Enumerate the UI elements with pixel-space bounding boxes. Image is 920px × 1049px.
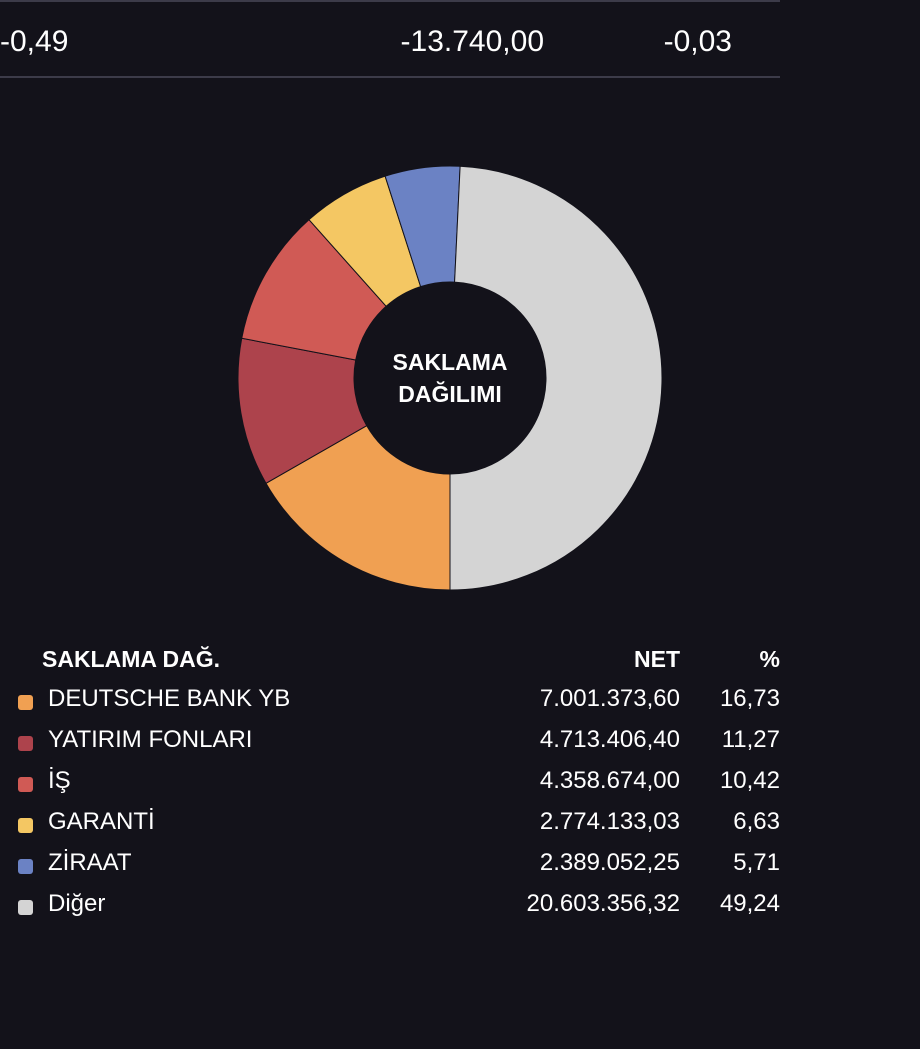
summary-value-2: -13.740,00 [400,25,544,58]
legend-row: İŞ 4.358.674,00 10,42 [0,763,780,804]
donut-hole [354,282,546,474]
legend-color-swatch [18,818,33,833]
legend-color-swatch [18,900,33,915]
legend-row-net: 2.389.052,25 [539,849,680,876]
legend-header: SAKLAMA DAĞ. NET % [0,640,780,681]
donut-center-label-line1: SAKLAMA [392,349,508,375]
legend-row-pct: 10,42 [719,767,780,794]
donut-chart: SAKLAMA DAĞILIMI [230,160,670,600]
legend-row-net: 4.358.674,00 [539,767,680,794]
legend-row-net: 4.713.406,40 [539,726,680,753]
legend-row-name: GARANTİ [48,808,155,835]
legend-row-pct: 6,63 [733,808,780,835]
legend-header-net: NET [634,646,680,672]
summary-row: -0,49 -13.740,00 -0,03 [0,0,780,78]
legend-color-swatch [18,777,33,792]
donut-center-label-line2: DAĞILIMI [398,381,502,407]
legend-row-net: 20.603.356,32 [526,890,680,917]
legend-row-name: YATIRIM FONLARI [48,726,253,753]
legend-color-swatch [18,736,33,751]
legend-row-name: DEUTSCHE BANK YB [48,685,291,712]
legend-row-net: 2.774.133,03 [539,808,680,835]
legend-row: DEUTSCHE BANK YB 7.001.373,60 16,73 [0,681,780,722]
legend-row-pct: 5,71 [733,849,780,876]
legend-table: SAKLAMA DAĞ. NET % DEUTSCHE BANK YB 7.001… [0,640,780,927]
summary-value-1: -0,49 [0,25,69,58]
legend-row-name: ZİRAAT [48,849,132,876]
donut-chart-svg [237,165,663,591]
legend-row: ZİRAAT 2.389.052,25 5,71 [0,845,780,886]
legend-header-name: SAKLAMA DAĞ. [42,646,221,672]
summary-value-3: -0,03 [663,25,732,58]
donut-center-label: SAKLAMA DAĞILIMI [230,346,670,410]
legend-color-swatch [18,695,33,710]
legend-color-swatch [18,859,33,874]
legend-header-pct: % [759,646,780,672]
legend-row-name: Diğer [48,890,106,917]
legend-row-net: 7.001.373,60 [539,685,680,712]
legend-rows: DEUTSCHE BANK YB 7.001.373,60 16,73 YATIRIM… [0,681,780,927]
legend-row: GARANTİ 2.774.133,03 6,63 [0,804,780,845]
summary-row-top-border [0,0,780,2]
legend-row-name: İŞ [48,767,71,794]
legend-row: YATIRIM FONLARI 4.713.406,40 11,27 [0,722,780,763]
legend-row-pct: 11,27 [721,726,780,753]
legend-row-pct: 16,73 [719,685,780,712]
legend-row: Diğer 20.603.356,32 49,24 [0,886,780,927]
legend-row-pct: 49,24 [719,890,780,917]
